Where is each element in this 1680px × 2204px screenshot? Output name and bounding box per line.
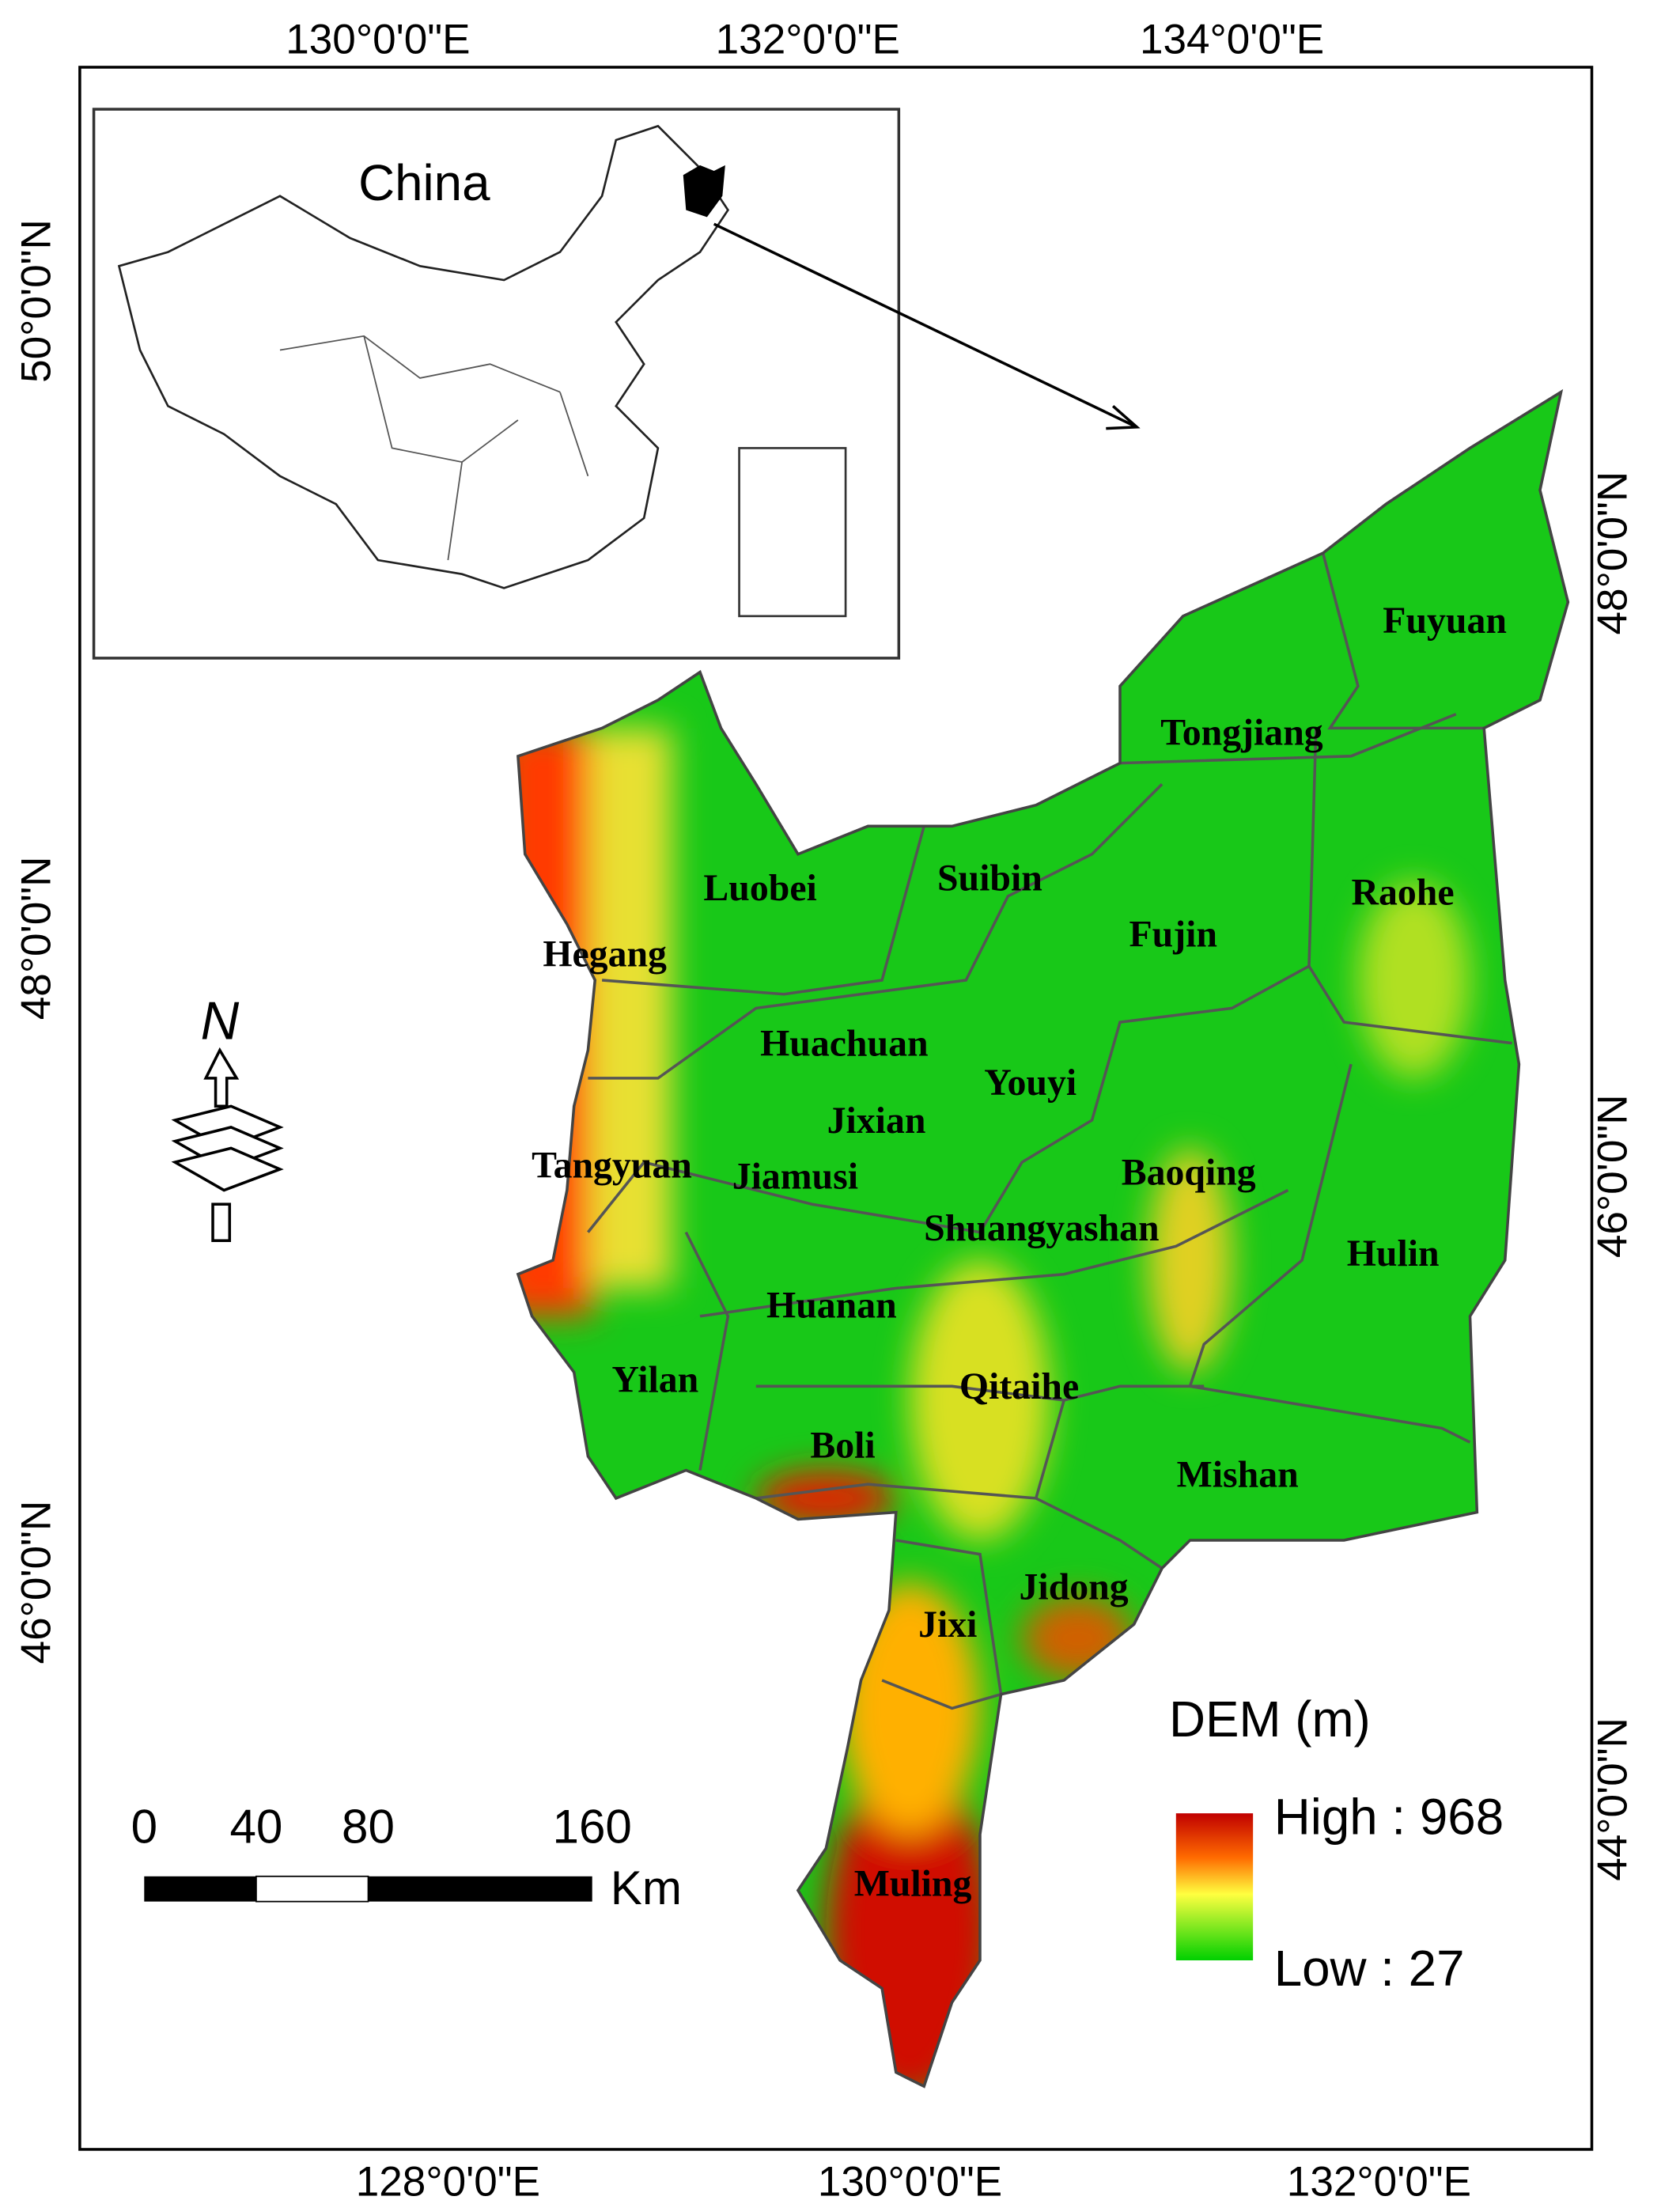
- scale-label: 160: [553, 1800, 632, 1853]
- county-label: Suibin: [937, 858, 1042, 899]
- scale-unit: Km: [611, 1861, 682, 1914]
- legend-title: DEM (m): [1169, 1691, 1371, 1748]
- axis-label-top: 132°0'0"E: [716, 16, 900, 62]
- county-label: Tangyuan: [532, 1145, 692, 1187]
- county-label: Jidong: [1020, 1566, 1129, 1608]
- inset-china-outline: [117, 124, 729, 589]
- county-label: Jixian: [827, 1100, 926, 1142]
- legend-ramp: [1175, 1813, 1254, 1961]
- county-label: Hulin: [1347, 1233, 1440, 1274]
- county-label: Fuyuan: [1383, 600, 1507, 642]
- county-label: Yilan: [611, 1358, 698, 1400]
- north-label: N: [201, 991, 240, 1051]
- county-label: Youyi: [984, 1062, 1076, 1104]
- scale-label: 80: [342, 1800, 395, 1853]
- scale-segment: [368, 1876, 592, 1902]
- inset-provinces: [279, 335, 589, 561]
- axis-label-bottom: 130°0'0"E: [818, 2158, 1002, 2204]
- legend-low: Low : 27: [1274, 1940, 1465, 1997]
- axis-label-top: 130°0'0"E: [286, 16, 470, 62]
- county-label: Baoqing: [1122, 1151, 1256, 1193]
- county-label: Jiamusi: [732, 1156, 858, 1198]
- county-label: Shuangyashan: [924, 1207, 1160, 1249]
- legend-high: High : 968: [1274, 1789, 1504, 1846]
- arrow-head: [1106, 404, 1141, 430]
- county-label: Qitaihe: [959, 1365, 1079, 1407]
- county-label: Tongjiang: [1160, 712, 1322, 754]
- scale-label: 40: [229, 1800, 282, 1853]
- county-label: Fujin: [1129, 914, 1217, 956]
- inset-south-sea: [738, 447, 847, 618]
- axis-label-left: 46°0'0"N: [13, 1501, 60, 1664]
- axis-label-top: 134°0'0"E: [1140, 16, 1324, 62]
- axis-label-left: 50°0'0"N: [13, 219, 60, 383]
- scale-label: 0: [131, 1800, 157, 1853]
- scale-segment: [255, 1875, 369, 1903]
- county-label: Huanan: [766, 1285, 897, 1327]
- inset-label: China: [358, 154, 490, 211]
- county-label: Raohe: [1352, 871, 1455, 913]
- axis-label-right: 48°0'0"N: [1590, 471, 1636, 635]
- county-label: Boli: [810, 1425, 875, 1467]
- scale-segment: [144, 1876, 256, 1902]
- axis-label-left: 48°0'0"N: [13, 857, 60, 1021]
- axis-label-right: 44°0'0"N: [1590, 1717, 1636, 1881]
- county-label: Jixi: [918, 1604, 977, 1645]
- arrow: [713, 222, 1138, 429]
- county-label: Muling: [854, 1863, 972, 1905]
- inset-study-area: [683, 165, 725, 218]
- axis-label-bottom: 128°0'0"E: [356, 2158, 540, 2204]
- axis-label-bottom: 132°0'0"E: [1287, 2158, 1471, 2204]
- county-label: Mishan: [1177, 1454, 1299, 1496]
- axis-label-right: 46°0'0"N: [1590, 1094, 1636, 1258]
- north-arrow-icon: [171, 1047, 284, 1242]
- county-label: Luobei: [703, 867, 816, 909]
- county-label: Huachuan: [760, 1023, 928, 1065]
- county-label: Hegang: [543, 933, 667, 975]
